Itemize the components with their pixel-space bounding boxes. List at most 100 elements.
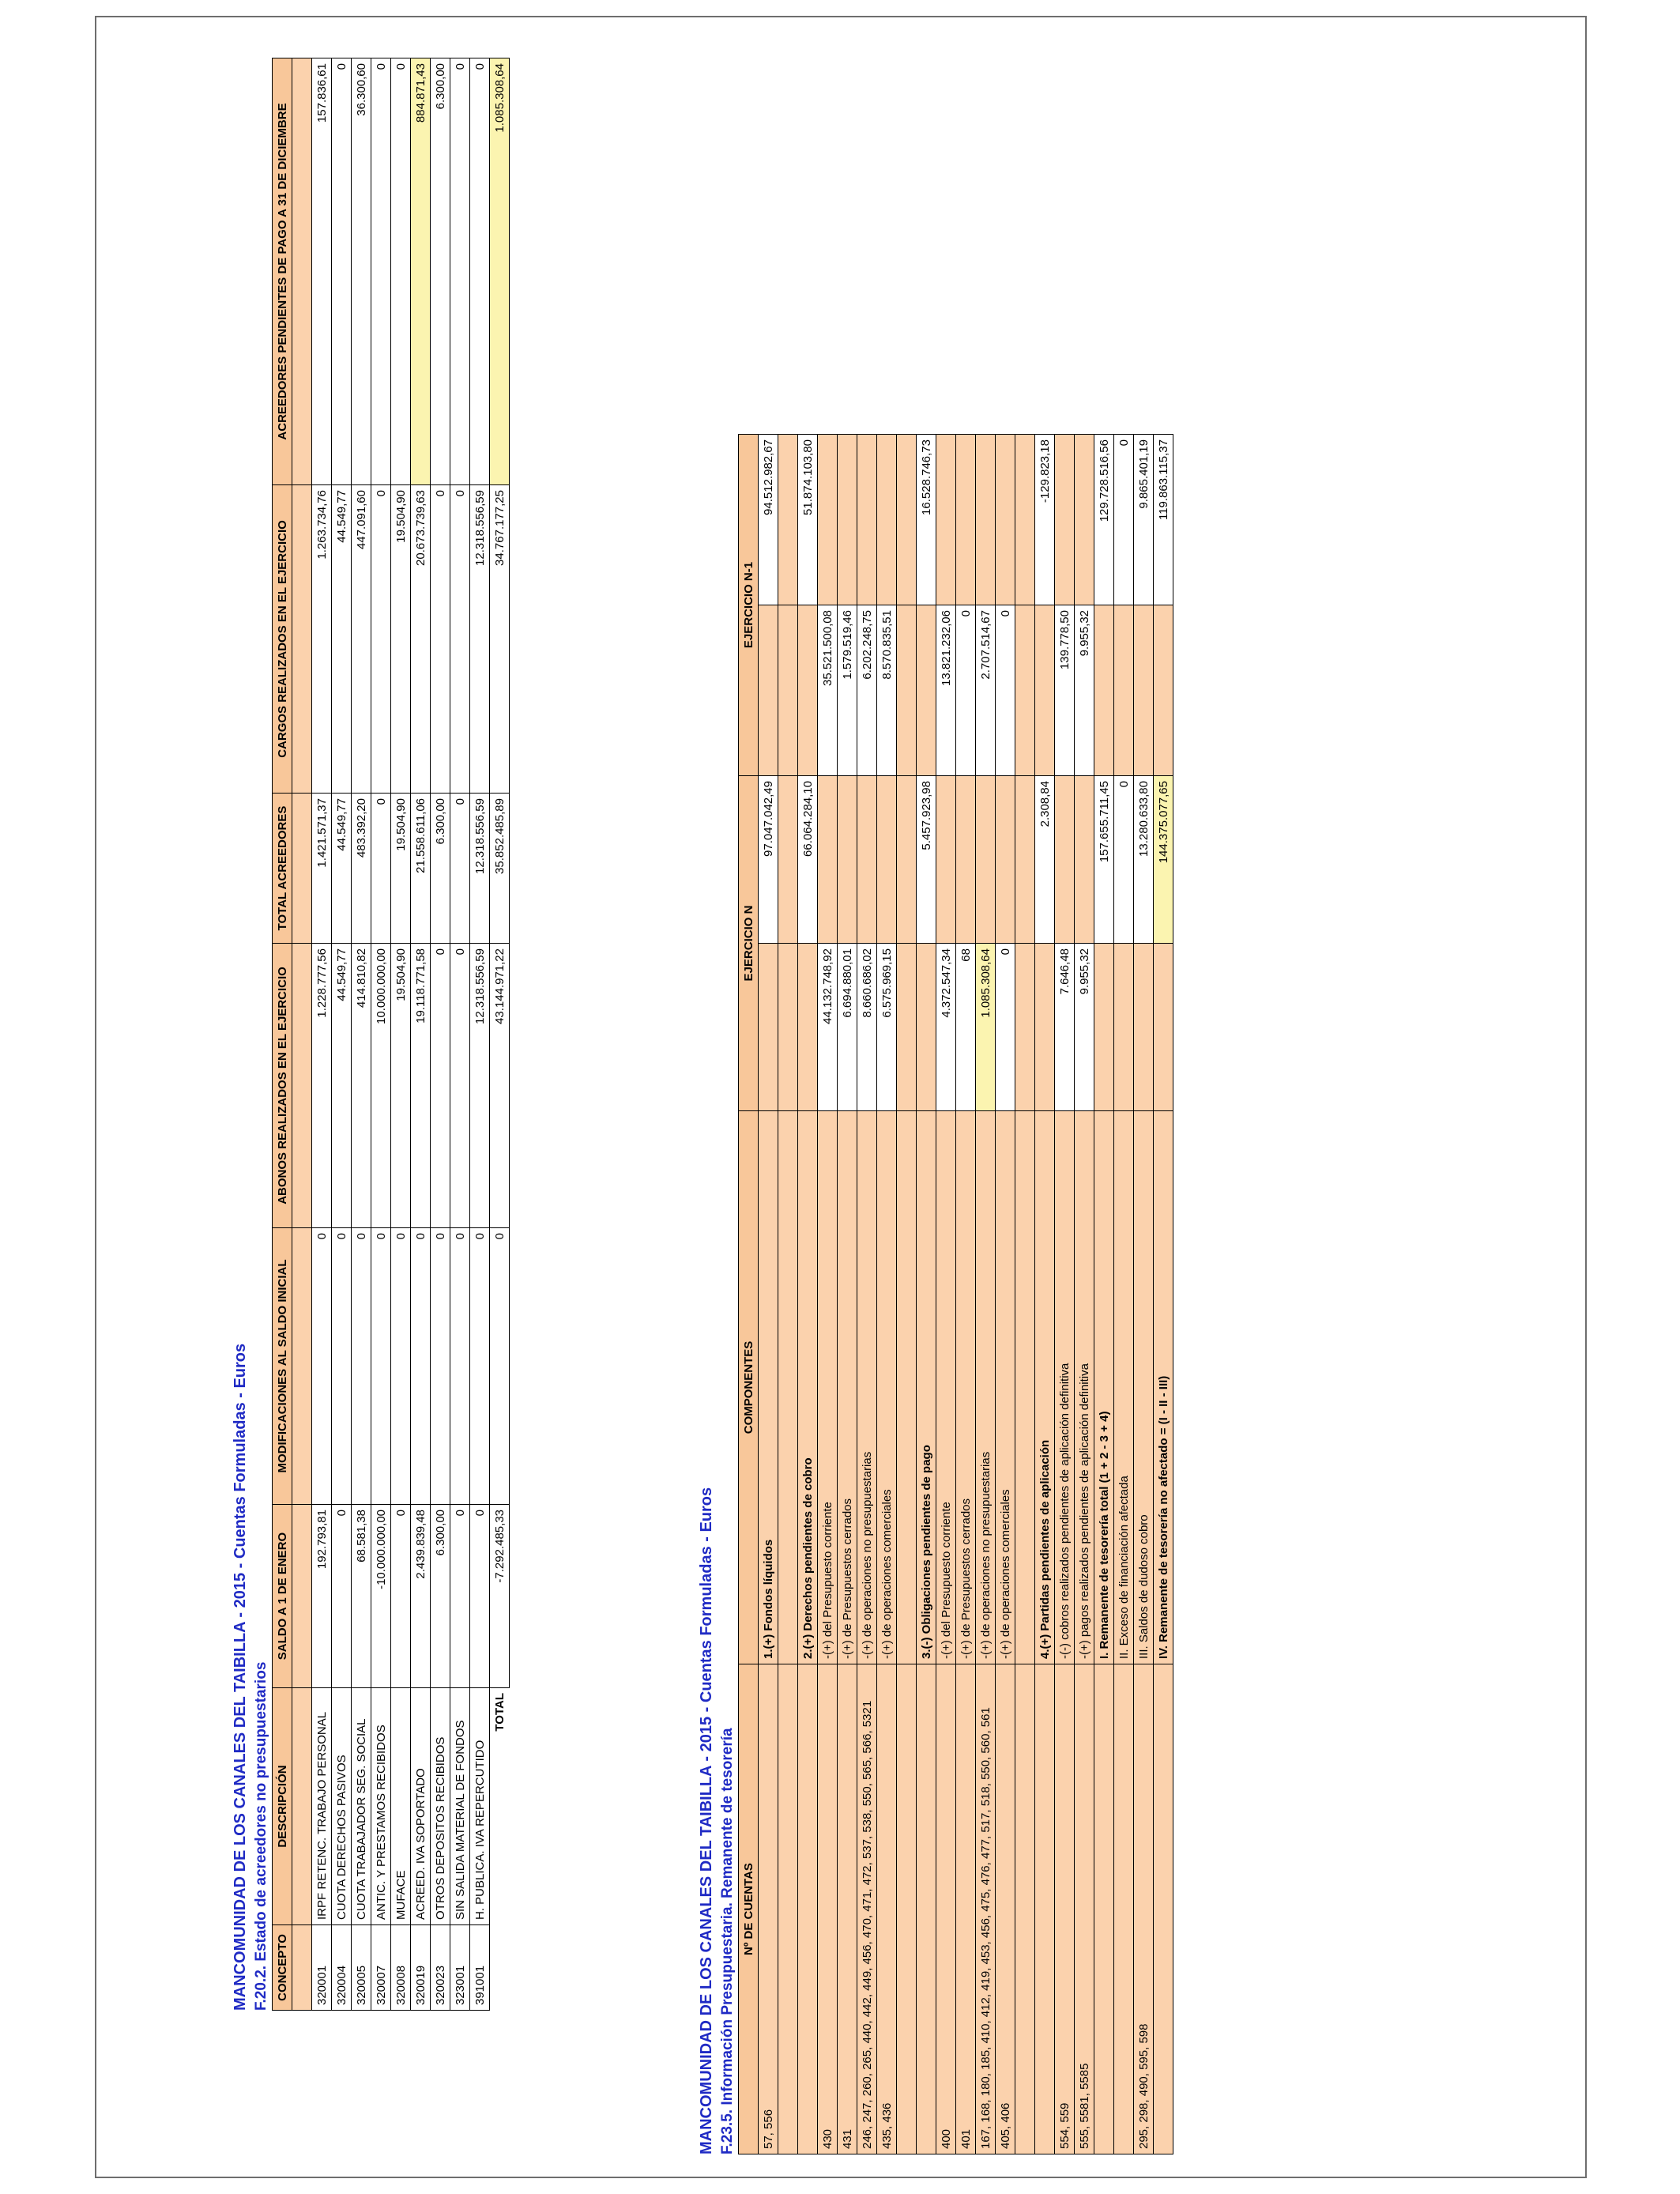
table-row: 391001 H. PUBLICA. IVA REPERCUTIDO 0 0 1…	[469, 58, 490, 2011]
cell-ejercicio-n1-total: 16.528.746,73	[916, 434, 936, 605]
cell-abonos: 19.118.771,58	[410, 943, 431, 1228]
cell-ejercicio-n1-detail: 0	[955, 605, 976, 776]
cell-cuentas: 405, 406	[995, 1664, 1015, 2154]
cell-ejercicio-n1-total	[955, 434, 976, 605]
table2-header-subtitle: F.23.5. Información Presupuestaria. Rema…	[719, 1728, 736, 2154]
table-row: 431 -(+) de Presupuestos cerrados 6.694.88…	[837, 434, 857, 2154]
table2-body: 57, 556 1.(+) Fondos líquidos 97.047.042,4…	[758, 434, 1173, 2154]
cell-componente: -(+) del Presupuesto corriente	[817, 1110, 838, 1664]
cell-cuentas	[1034, 1664, 1055, 2154]
cell-ejercicio-n-total	[975, 775, 996, 944]
col-ejercicio-n: EJERCICIO N	[738, 775, 759, 1111]
cell-abonos: 10.000.000,00	[371, 943, 391, 1228]
total-saldo: -7.292.485,33	[489, 1504, 510, 1688]
col-abonos: ABONOS REALIZADOS EN EL EJERCICIO	[272, 943, 292, 1228]
cell-cargos: 12.318.556,59	[469, 484, 490, 794]
col-ejercicio-n1: EJERCICIO N-1	[738, 434, 759, 776]
table2-header-row: Nº DE CUENTAS COMPONENTES EJERCICIO N EJ…	[738, 434, 759, 2154]
cell-ejercicio-n1-detail	[778, 605, 798, 776]
table-row: 320023 OTROS DEPOSITOS RECIBIDOS 6.300,0…	[430, 58, 450, 2011]
cell-ejercicio-n-total	[837, 775, 857, 944]
cell-pendientes: 157.836,61	[311, 58, 332, 485]
table-row: I. Remanente de tesorería total (1 + 2 -…	[1094, 434, 1114, 2154]
cell-ejercicio-n1-detail	[1094, 605, 1114, 776]
cell-ejercicio-n-total	[778, 775, 798, 944]
cell-saldo: 68.581,38	[351, 1504, 371, 1688]
table1-spacer-row	[292, 58, 312, 2011]
col-componentes: COMPONENTES	[738, 1110, 759, 1664]
cell-ejercicio-n-total	[817, 775, 838, 944]
table2-header-entity: MANCOMUNIDAD DE LOS CANALES DEL TAIBILLA…	[698, 1487, 715, 2154]
cell-ejercicio-n-detail: 68	[955, 943, 976, 1111]
cell-ejercicio-n1-total	[857, 434, 877, 605]
cell-descripcion: ACREED. IVA SOPORTADO	[410, 1687, 431, 1925]
cell-componente	[896, 1110, 917, 1664]
cell-componente	[778, 1110, 798, 1664]
total-total: 35.852.485,89	[489, 793, 510, 944]
col-concepto: CONCEPTO	[272, 1924, 292, 2011]
col-cuentas: Nº DE CUENTAS	[738, 1664, 759, 2154]
cell-concepto: 320001	[311, 1924, 332, 2011]
cell-ejercicio-n-detail: 44.132.748,92	[817, 943, 838, 1111]
cell-ejercicio-n-total	[936, 775, 956, 944]
cell-ejercicio-n1-detail	[1113, 605, 1134, 776]
table-row: 430 -(+) del Presupuesto corriente 44.132.…	[817, 434, 838, 2154]
cell-ejercicio-n1-total: 0	[1113, 434, 1134, 605]
total-modif: 0	[489, 1227, 510, 1505]
table-row	[778, 434, 798, 2154]
cell-ejercicio-n1-total	[936, 434, 956, 605]
total-cargos: 34.767.177,25	[489, 484, 510, 794]
cell-descripcion: IRPF RETENC. TRABAJO PERSONAL	[311, 1687, 332, 1925]
cell-total: 12.318.556,59	[469, 793, 490, 944]
cell-ejercicio-n1-total: -129.823,18	[1034, 434, 1055, 605]
cell-componente: -(+) de operaciones no presupuestarias	[857, 1110, 877, 1664]
cell-cargos: 0	[430, 484, 450, 794]
cell-ejercicio-n1-detail: 0	[995, 605, 1015, 776]
cell-ejercicio-n1-detail	[916, 605, 936, 776]
cell-ejercicio-n-detail	[1133, 943, 1154, 1111]
table-row: IV. Remanente de tesorería no afectado =…	[1153, 434, 1173, 2154]
cell-ejercicio-n-total	[857, 775, 877, 944]
cell-ejercicio-n1-detail: 9.955,32	[1074, 605, 1094, 776]
table-row: 405, 406 -(+) de operaciones comerciales 0…	[995, 434, 1015, 2154]
cell-pendientes: 36.300,60	[351, 58, 371, 485]
col-saldo: SALDO A 1 DE ENERO	[272, 1504, 292, 1688]
cell-descripcion: CUOTA DERECHOS PASIVOS	[331, 1687, 352, 1925]
cell-modif: 0	[469, 1227, 490, 1505]
cell-ejercicio-n1-total	[1074, 434, 1094, 605]
cell-concepto: 323001	[450, 1924, 470, 2011]
cell-modif: 0	[430, 1227, 450, 1505]
cell-ejercicio-n-detail	[916, 943, 936, 1111]
cell-pendientes: 0	[390, 58, 411, 485]
cell-cuentas	[1153, 1664, 1173, 2154]
cell-concepto: 391001	[469, 1924, 490, 2011]
cell-cuentas: 57, 556	[758, 1664, 778, 2154]
cell-componente: 4.(+) Partidas pendientes de aplicación	[1034, 1110, 1055, 1664]
cell-concepto: 320019	[410, 1924, 431, 2011]
cell-ejercicio-n1-detail: 2.707.514,67	[975, 605, 996, 776]
cell-componente: -(+) de Presupuestos cerrados	[955, 1110, 976, 1664]
remanente-table: Nº DE CUENTAS COMPONENTES EJERCICIO N EJ…	[738, 434, 1173, 2154]
cell-saldo: -10.000.000,00	[371, 1504, 391, 1688]
cell-modif: 0	[311, 1227, 332, 1505]
cell-componente: III. Saldos de dudoso cobro	[1133, 1110, 1154, 1664]
cell-componente: 1.(+) Fondos líquidos	[758, 1110, 778, 1664]
cell-descripcion: CUOTA TRABAJADOR SEG. SOCIAL	[351, 1687, 371, 1925]
cell-descripcion: ANTIC. Y PRESTAMOS RECIBIDOS	[371, 1687, 391, 1925]
cell-concepto: 320008	[390, 1924, 411, 2011]
cell-ejercicio-n-detail	[1153, 943, 1173, 1111]
table-row: 555, 5581, 5585 -(+) pagos realizados pen…	[1074, 434, 1094, 2154]
cell-cuentas: 431	[837, 1664, 857, 2154]
cell-ejercicio-n-detail	[1015, 943, 1035, 1111]
table-row: II. Exceso de financiación afectada 0 0	[1113, 434, 1134, 2154]
cell-ejercicio-n1-total	[1054, 434, 1075, 605]
cell-ejercicio-n-total: 5.457.923,98	[916, 775, 936, 944]
cell-cargos: 44.549,77	[331, 484, 352, 794]
cell-ejercicio-n-detail	[1094, 943, 1114, 1111]
table-row: 3.(-) Obligaciones pendientes de pago 5.4…	[916, 434, 936, 2154]
cell-abonos: 44.549,77	[331, 943, 352, 1228]
cell-ejercicio-n1-detail: 6.202.248,75	[857, 605, 877, 776]
table-row	[1015, 434, 1035, 2154]
cell-cuentas	[916, 1664, 936, 2154]
cell-cuentas	[778, 1664, 798, 2154]
